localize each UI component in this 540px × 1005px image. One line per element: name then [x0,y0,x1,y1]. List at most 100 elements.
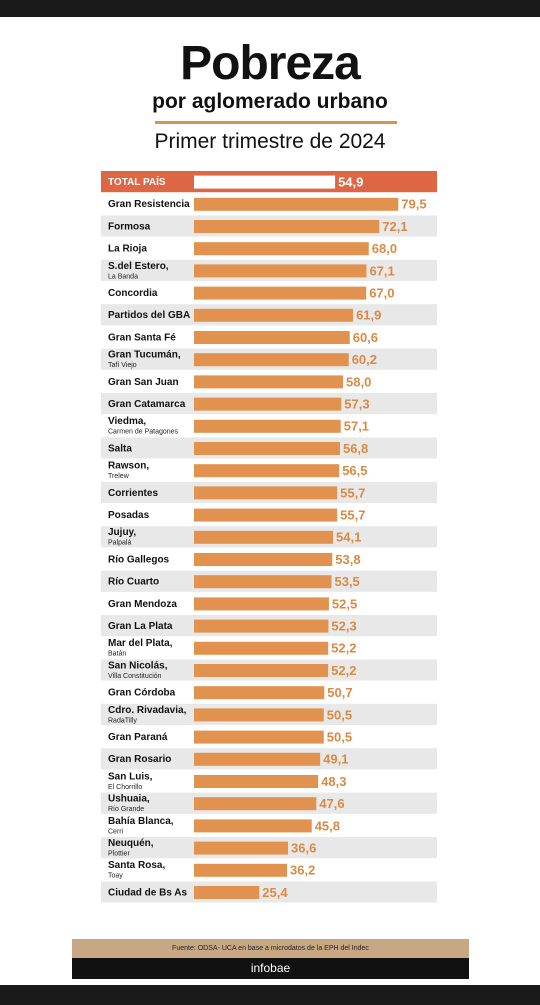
bar [194,419,341,433]
bar [194,464,340,478]
category-label: Jujuy, [108,527,136,538]
category-label: Río Cuarto [108,577,159,588]
category-sublabel: Tafí Viejo [108,362,137,369]
bar [194,619,329,633]
category-label: Posadas [108,510,150,521]
brand-band [72,958,469,979]
period-label: Primer trimestre de 2024 [154,130,386,153]
category-sublabel: Palpalá [108,540,131,547]
top-frame [0,0,540,17]
bar [194,397,342,411]
category-label: Gran Catamarca [108,399,186,410]
category-sublabel: RadaTilly [108,717,137,724]
category-label: S.del Estero, [108,261,169,272]
value-label: 56,8 [343,441,368,456]
category-sublabel: Toay [108,873,123,880]
category-label: Gran Resistencia [108,199,190,210]
value-label: 55,7 [340,508,365,523]
bar [194,353,349,367]
bar [194,775,319,788]
bar [194,575,332,589]
value-label: 54,1 [336,530,361,545]
category-label: Cdro. Rivadavia, [108,705,187,716]
value-label: 45,8 [315,818,340,833]
category-sublabel: Batán [108,651,126,658]
source-band [72,939,469,958]
category-label: TOTAL PAÍS [108,175,166,188]
category-label: Gran Santa Fé [108,332,176,343]
value-label: 48,3 [321,774,346,789]
value-label: 53,8 [335,552,360,567]
value-label: 54,9 [338,175,363,190]
value-label: 52,3 [331,619,356,634]
bar [194,508,338,522]
bar [194,752,321,766]
category-label: Mar del Plata, [108,638,173,649]
category-label: Gran La Plata [108,621,173,632]
category-label: Gran Mendoza [108,599,177,610]
bar [194,553,333,566]
value-label: 60,2 [352,352,377,367]
value-label: 36,2 [290,863,315,878]
bar [194,797,317,811]
category-sublabel: Carmen de Patagones [108,429,179,436]
category-label: Rawson, [108,461,149,472]
value-label: 25,4 [262,885,288,900]
bar [194,530,334,544]
category-label: Santa Rosa, [108,860,165,871]
value-label: 55,7 [340,485,365,500]
value-label: 61,9 [356,308,381,323]
value-label: 36,6 [291,841,316,856]
category-sublabel: Trelew [108,473,130,480]
category-label: Partidos del GBA [108,310,190,321]
title-divider [155,121,397,124]
page-subtitle: por aglomerado urbano [152,90,388,113]
bar [194,486,338,500]
category-label: Corrientes [108,488,158,499]
category-sublabel: Río Grande [108,806,144,813]
value-label: 50,7 [327,685,352,700]
category-label: Gran Rosario [108,754,171,765]
category-label: Gran Córdoba [108,688,176,699]
value-label: 68,0 [372,241,397,256]
bottom-frame [0,985,540,1005]
bar [194,863,288,877]
category-label: Gran Tucumán, [108,350,181,361]
category-label: Gran San Juan [108,377,179,388]
category-label: Ushuaia, [108,794,150,805]
value-label: 50,5 [327,707,352,722]
row-stripe [101,881,437,903]
category-label: Salta [108,443,132,454]
value-label: 56,5 [342,463,367,478]
value-label: 58,0 [346,374,371,389]
category-label: La Rioja [108,244,147,255]
category-sublabel: La Banda [108,273,138,280]
bar [194,242,369,256]
bar [194,175,336,189]
value-label: 50,5 [327,730,352,745]
brand-logo: infobae [250,961,291,975]
bar [194,886,260,899]
category-sublabel: Plottier [108,851,130,858]
bar [194,308,354,322]
bar [194,197,399,211]
category-label: San Nicolás, [108,660,168,671]
page-title: Pobreza [180,37,361,90]
bar [194,597,329,611]
category-sublabel: Villa Constitución [108,673,162,680]
value-label: 72,1 [382,219,407,234]
bar [194,686,325,700]
bar [194,220,380,233]
value-label: 79,5 [401,197,426,212]
category-label: San Luis, [108,771,153,782]
value-label: 49,1 [323,752,348,767]
category-label: Río Gallegos [108,554,170,565]
value-label: 47,6 [319,796,344,811]
bar [194,286,367,300]
bar [194,331,350,344]
category-label: Ciudad de Bs As [108,887,188,898]
category-label: Neuquén, [108,838,154,849]
category-label: Concordia [108,288,158,299]
category-sublabel: Cerri [108,828,124,835]
